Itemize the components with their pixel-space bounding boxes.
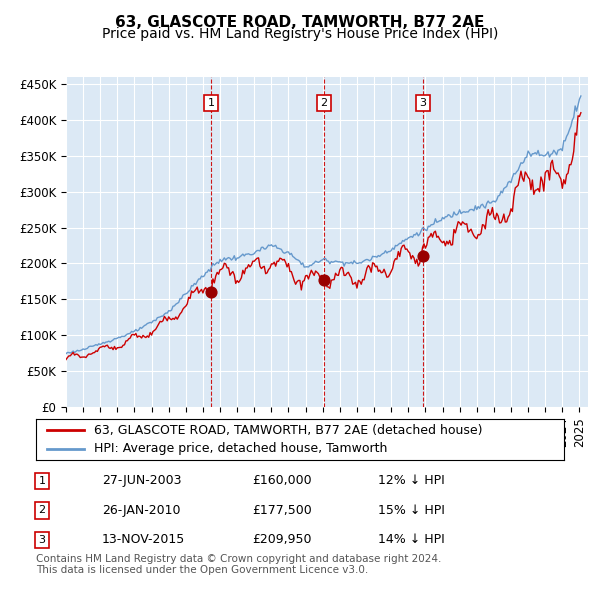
- Point: [418, 251, 428, 261]
- Text: 14% ↓ HPI: 14% ↓ HPI: [378, 533, 445, 546]
- Text: 2: 2: [320, 98, 328, 108]
- Text: 1: 1: [208, 98, 215, 108]
- Text: £209,950: £209,950: [252, 533, 311, 546]
- Text: 26-JAN-2010: 26-JAN-2010: [102, 504, 181, 517]
- Text: 63, GLASCOTE ROAD, TAMWORTH, B77 2AE: 63, GLASCOTE ROAD, TAMWORTH, B77 2AE: [115, 15, 485, 30]
- Text: 12% ↓ HPI: 12% ↓ HPI: [378, 474, 445, 487]
- Text: 3: 3: [38, 535, 46, 545]
- Text: 1: 1: [38, 476, 46, 486]
- Point: [206, 287, 216, 297]
- Text: 13-NOV-2015: 13-NOV-2015: [102, 533, 185, 546]
- Text: Price paid vs. HM Land Registry's House Price Index (HPI): Price paid vs. HM Land Registry's House …: [102, 27, 498, 41]
- Text: 2: 2: [38, 506, 46, 515]
- Text: 63, GLASCOTE ROAD, TAMWORTH, B77 2AE (detached house): 63, GLASCOTE ROAD, TAMWORTH, B77 2AE (de…: [94, 424, 482, 437]
- Point: [319, 275, 329, 284]
- Text: 27-JUN-2003: 27-JUN-2003: [102, 474, 182, 487]
- Text: £160,000: £160,000: [252, 474, 311, 487]
- Text: HPI: Average price, detached house, Tamworth: HPI: Average price, detached house, Tamw…: [94, 442, 388, 455]
- Text: Contains HM Land Registry data © Crown copyright and database right 2024.
This d: Contains HM Land Registry data © Crown c…: [36, 553, 442, 575]
- Text: £177,500: £177,500: [252, 504, 312, 517]
- Text: 3: 3: [419, 98, 427, 108]
- Text: 15% ↓ HPI: 15% ↓ HPI: [378, 504, 445, 517]
